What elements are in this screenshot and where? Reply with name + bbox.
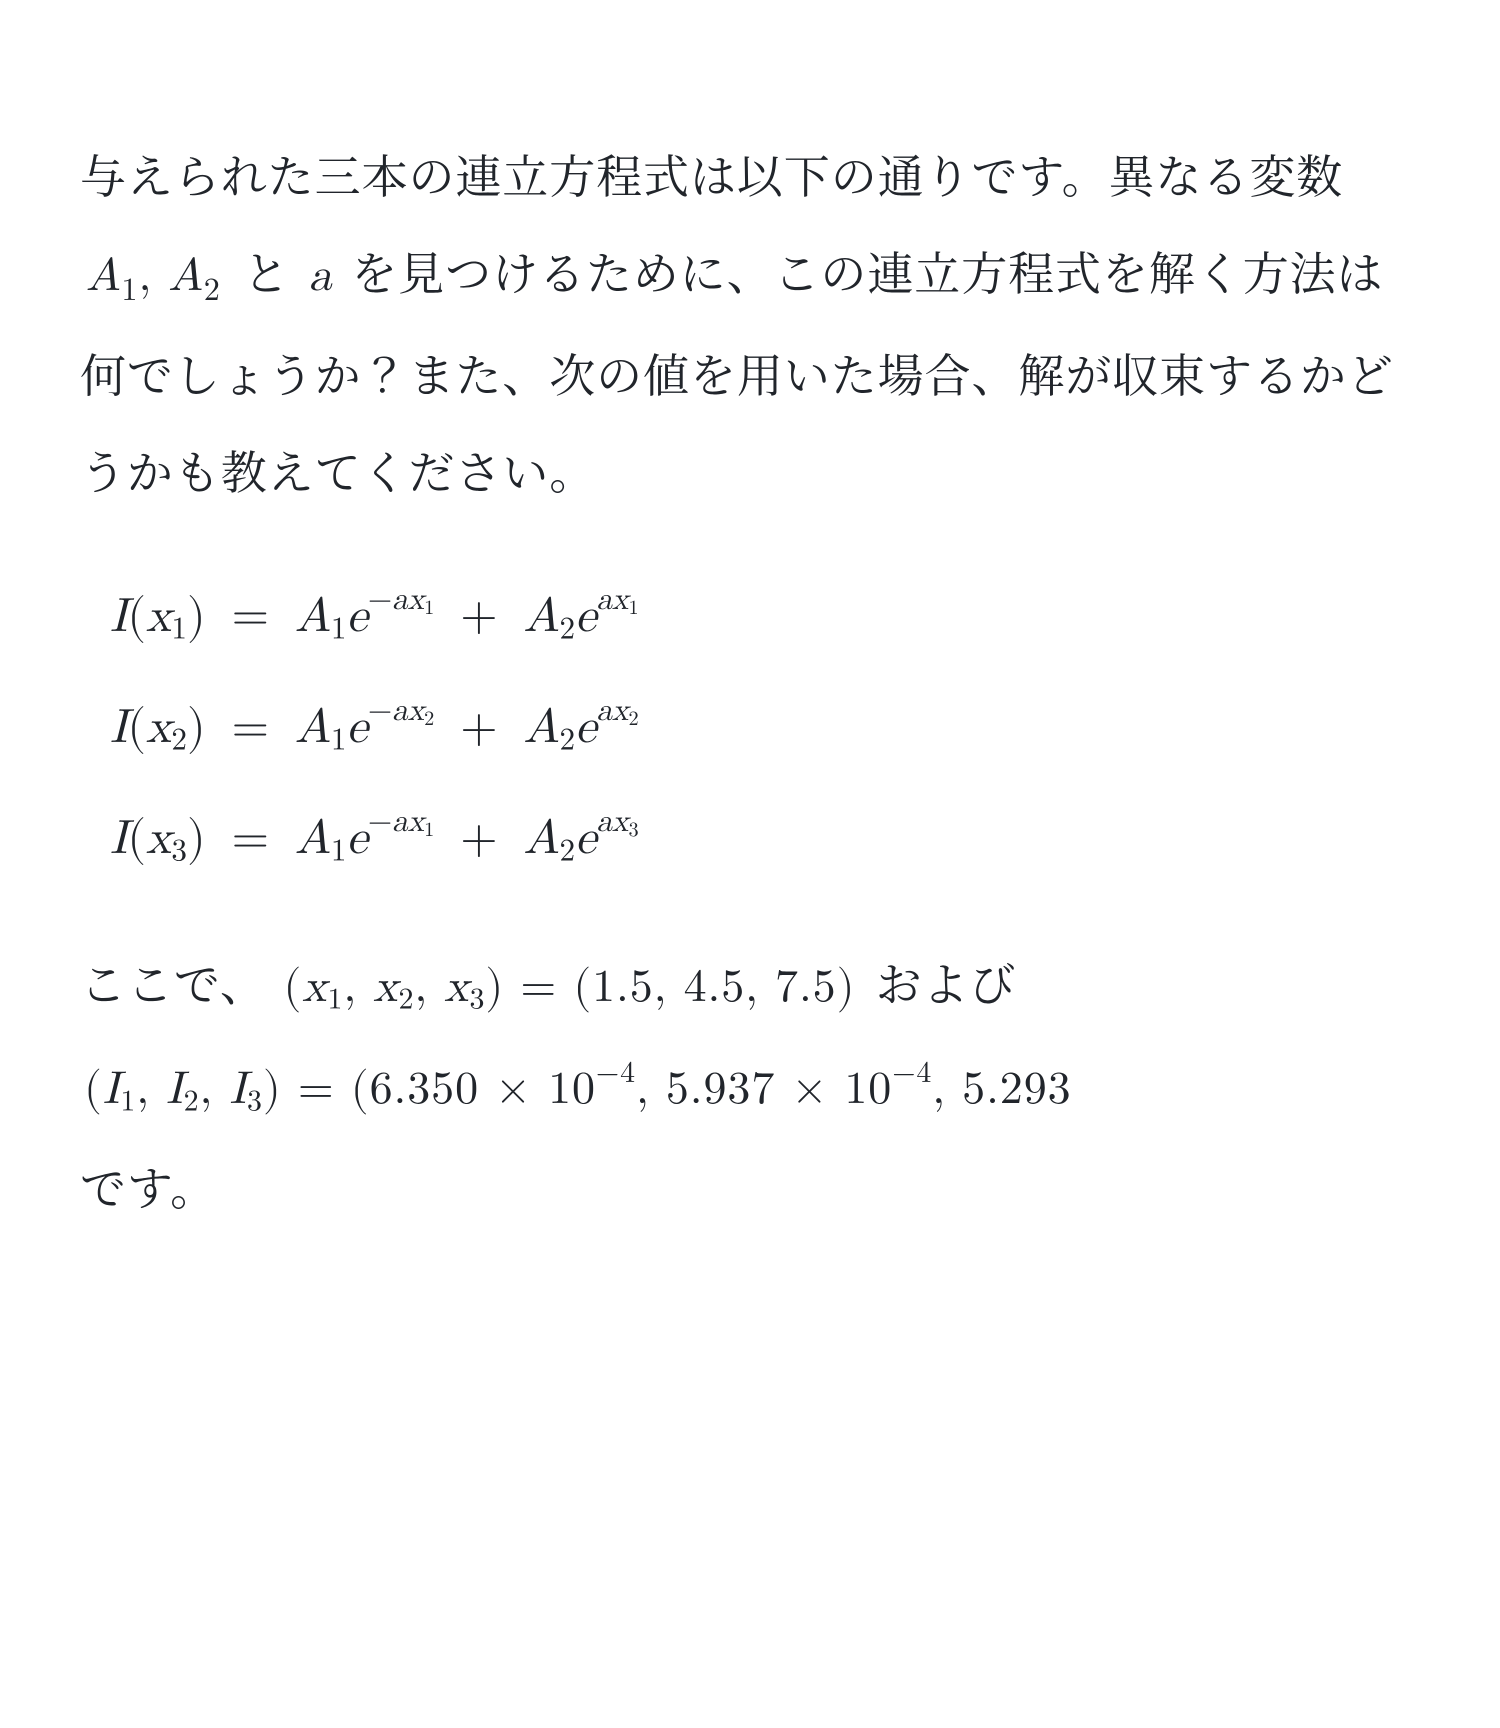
equation-block: I(x1) = A1e−ax1 + A2eax1 I(x2) = A1e−ax2… — [110, 579, 1420, 875]
intro-text-1: 与えられた三本の連立方程式は以下の通りです。異なる変数 — [80, 141, 1343, 207]
values-I-tuple: (I1, I2, I3) = (6.350 × 10−4, 5.937 × 10… — [80, 1066, 1076, 1112]
values-lead: ここで、 — [80, 949, 279, 1015]
intro-text-2: と — [243, 238, 303, 304]
values-tail: です。 — [80, 1153, 217, 1219]
values-x-tuple: (x1, x2, x3) = (1.5, 4.5, 7.5) — [279, 964, 875, 1010]
intro-var-a: a — [303, 253, 339, 299]
values-paragraph: ここで、 (x1, x2, x3) = (1.5, 4.5, 7.5) および … — [80, 934, 1420, 1234]
equation-2: I(x2) = A1e−ax2 + A2eax2 — [110, 690, 1420, 763]
intro-var-A1A2: A1, A2 — [80, 253, 243, 299]
equation-3: I(x3) = A1e−ax1 + A2eax3 — [110, 801, 1420, 874]
equation-1: I(x1) = A1e−ax1 + A2eax1 — [110, 579, 1420, 652]
values-and: および — [876, 949, 1017, 1015]
intro-paragraph: 与えられた三本の連立方程式は以下の通りです。異なる変数 A1, A2 と a を… — [80, 126, 1420, 519]
